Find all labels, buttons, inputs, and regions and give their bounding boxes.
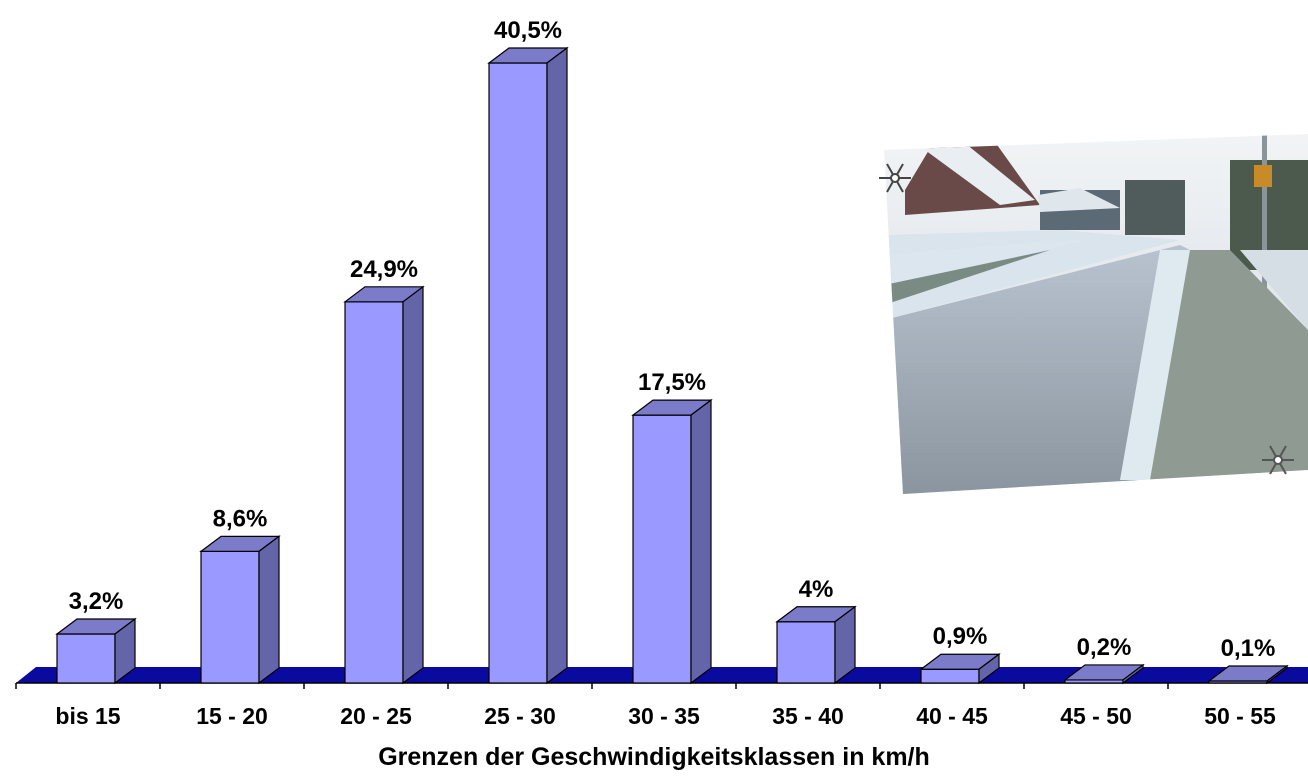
data-label: 8,6%	[213, 505, 268, 532]
x-tick-label: bis 15	[55, 703, 120, 729]
bar	[1207, 664, 1289, 685]
bar-front	[776, 621, 836, 684]
bar-side	[402, 285, 424, 685]
bar	[1063, 663, 1145, 685]
bar	[775, 605, 857, 685]
street-photo	[879, 134, 1308, 494]
x-axis-ticks	[15, 683, 1169, 689]
bar-front	[632, 414, 692, 684]
x-tick-labels: bis 15 15 - 20 20 - 25 25 - 30 30 - 35 35 - 4…	[55, 703, 1276, 729]
data-label: 0,2%	[1077, 634, 1132, 661]
bar-front	[56, 633, 116, 684]
bar-side	[114, 617, 136, 685]
bar-side	[1266, 664, 1288, 685]
bar	[631, 398, 713, 685]
data-labels: 3,2% 8,6% 24,9% 40,5% 17,5% 4% 0,9% 0,2% 0,1%	[69, 17, 1276, 662]
bar	[919, 653, 1001, 685]
bar	[55, 617, 137, 685]
snowflake-icon	[1262, 445, 1294, 475]
bar-front	[920, 668, 980, 684]
data-label: 4%	[799, 576, 834, 603]
x-tick-label: 30 - 35	[628, 703, 700, 729]
bar-side	[834, 605, 856, 685]
snowflake-icon	[879, 163, 911, 193]
x-tick-label: 40 - 45	[916, 703, 988, 729]
bar	[343, 285, 425, 685]
data-label: 0,9%	[933, 623, 988, 650]
bars	[55, 46, 1289, 685]
x-tick-label: 15 - 20	[196, 703, 268, 729]
bar-front	[200, 550, 260, 684]
data-label: 40,5%	[494, 17, 562, 44]
bar-front	[344, 301, 404, 684]
bar-side	[258, 535, 280, 685]
x-tick-label: 35 - 40	[772, 703, 844, 729]
x-tick-label: 50 - 55	[1204, 703, 1276, 729]
bar-side	[978, 653, 1000, 685]
bar	[487, 46, 569, 685]
data-label: 0,1%	[1221, 635, 1276, 662]
bar-front	[488, 62, 548, 684]
bar-side	[690, 398, 712, 685]
bar-side	[546, 46, 568, 685]
bar-side	[1122, 663, 1144, 685]
x-tick-label: 45 - 50	[1060, 703, 1132, 729]
bar	[199, 535, 281, 685]
x-tick-label: 20 - 25	[340, 703, 412, 729]
data-label: 17,5%	[638, 369, 706, 396]
x-tick-label: 25 - 30	[484, 703, 556, 729]
data-label: 3,2%	[69, 588, 124, 615]
data-label: 24,9%	[350, 256, 418, 283]
x-axis-title: Grenzen der Geschwindigkeitsklassen in k…	[378, 743, 930, 771]
